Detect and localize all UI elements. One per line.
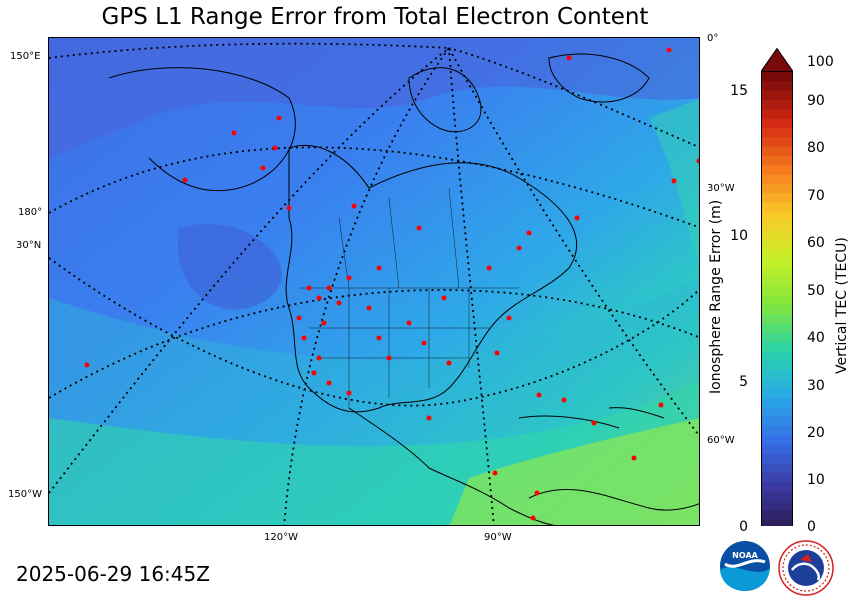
colorbar-band — [761, 276, 793, 287]
label-120w: 120°W — [264, 532, 298, 543]
tec-map — [49, 38, 699, 525]
label-150e: 150°E — [10, 51, 41, 62]
tec-tick-20: 20 — [807, 425, 825, 441]
colorbar-band — [761, 248, 793, 259]
colorbar-band — [761, 472, 793, 483]
colorbar-band — [761, 80, 793, 91]
colorbar-band — [761, 127, 793, 138]
colorbar-band — [761, 453, 793, 464]
colorbar-band — [761, 304, 793, 315]
colorbar-band — [761, 425, 793, 436]
colorbar-band — [761, 323, 793, 333]
colorbar-band — [761, 174, 793, 184]
colorbar-band — [761, 388, 793, 399]
colorbar-band — [761, 518, 793, 526]
label-30w: 30°W — [707, 183, 735, 194]
tec-band-low — [49, 38, 699, 158]
colorbar-band — [761, 407, 793, 417]
colorbar-band — [761, 146, 793, 156]
colorbar-band — [761, 397, 793, 408]
label-150w: 150°W — [8, 489, 42, 500]
range-tick-0: 0 — [739, 519, 748, 535]
tec-tick-60: 60 — [807, 235, 825, 251]
colorbar-band — [761, 462, 793, 473]
colorbar-band — [761, 239, 793, 250]
range-tick-15: 15 — [730, 83, 748, 99]
tec-tick-90: 90 — [807, 93, 825, 109]
colorbar-band — [761, 351, 793, 361]
tec-axis-title: Vertical TEC (TECU) — [834, 237, 850, 374]
tec-tick-10: 10 — [807, 472, 825, 488]
noaa-logo: NOAA — [720, 541, 770, 591]
colorbar-band — [761, 369, 793, 380]
tec-tick-0: 0 — [807, 519, 816, 535]
colorbar-band — [761, 201, 793, 212]
tec-tick-80: 80 — [807, 140, 825, 156]
noaa-logo-text: NOAA — [732, 551, 758, 560]
colorbar-band — [761, 229, 793, 240]
colorbar-band — [761, 99, 793, 110]
colorbar-band — [761, 155, 793, 166]
colorbar-band — [761, 164, 793, 175]
colorbar-band — [761, 416, 793, 427]
tec-band-east — [649, 98, 699, 263]
timestamp: 2025-06-29 16:45Z — [16, 562, 210, 586]
gnss-stations — [84, 47, 699, 521]
colorbar-band — [761, 313, 793, 324]
colorbar-band — [761, 490, 793, 501]
colorbar-band — [761, 192, 793, 203]
chart-title: GPS L1 Range Error from Total Electron C… — [101, 4, 649, 30]
nws-logo — [778, 540, 834, 596]
range-tick-10: 10 — [730, 228, 748, 244]
boundaries — [299, 187, 519, 408]
colorbar-band — [761, 444, 793, 455]
colorbar — [761, 47, 793, 526]
colorbar-band — [761, 108, 793, 119]
label-180: 180° — [18, 207, 43, 218]
label-60w: 60°W — [707, 435, 735, 446]
tec-tick-30: 30 — [807, 378, 825, 394]
colorbar-band — [761, 118, 793, 128]
tec-tick-100: 100 — [807, 54, 834, 70]
range-axis-title: Ionosphere Range Error (m) — [708, 199, 724, 394]
colorbar-band — [761, 136, 793, 147]
label-0: 0° — [707, 33, 719, 44]
colorbar-band — [761, 434, 793, 445]
colorbar-band — [761, 285, 793, 296]
colorbar-band — [761, 360, 793, 371]
colorbar-band — [761, 183, 793, 194]
colorbar-band — [761, 90, 793, 100]
colorbar-extend-arrow — [761, 47, 793, 72]
tec-band-peak — [449, 418, 699, 525]
colorbar-band — [761, 267, 793, 278]
colorbar-band — [761, 71, 793, 82]
colorbar-band — [761, 211, 793, 222]
tec-tick-70: 70 — [807, 188, 825, 204]
colorbar-band — [761, 220, 793, 231]
colorbar-band — [761, 500, 793, 511]
graticule — [49, 42, 699, 525]
range-tick-5: 5 — [739, 374, 748, 390]
colorbar-band — [761, 295, 793, 305]
label-90w: 90°W — [484, 532, 512, 543]
colorbar-band — [761, 332, 793, 343]
tec-tick-50: 50 — [807, 283, 825, 299]
colorbar-band — [761, 341, 793, 352]
colorbar-band — [761, 379, 793, 389]
colorbar-band — [761, 481, 793, 492]
map-panel — [48, 37, 700, 526]
tec-tick-40: 40 — [807, 330, 825, 346]
colorbar-band — [761, 509, 793, 520]
colorbar-band — [761, 257, 793, 268]
label-30n: 30°N — [16, 240, 42, 251]
coastlines — [108, 53, 699, 525]
colorbar-frame — [761, 71, 793, 526]
